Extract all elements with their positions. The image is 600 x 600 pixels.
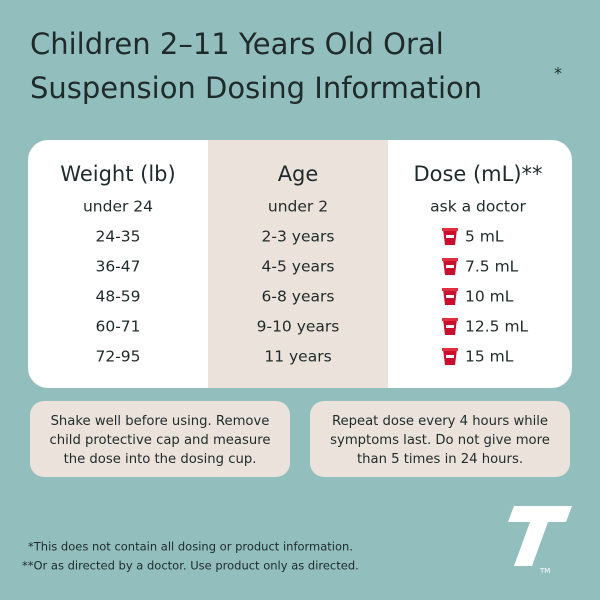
column-header: Weight (lb) [60, 162, 175, 186]
table-cell: 72-95 [95, 348, 140, 366]
table-cell: 60-71 [95, 318, 140, 336]
table-cell: under 2 [268, 198, 328, 216]
table-cell: 11 years [264, 348, 331, 366]
title-line: Children 2–11 Years Old Oral [30, 27, 444, 61]
table-cell: 6-8 years [262, 288, 335, 306]
table-cell: ask a doctor [430, 198, 526, 216]
cup-rim [442, 288, 458, 291]
title-mark: * [554, 64, 562, 83]
footnote: *This does not contain all dosing or pro… [28, 540, 353, 554]
cup-rim [442, 348, 458, 351]
dosing-cup-icon [442, 228, 458, 245]
cup-band [446, 325, 454, 328]
cup-band [446, 355, 454, 358]
cup-band [446, 235, 454, 238]
table-cell: 36-47 [95, 258, 140, 276]
age-column [208, 140, 388, 388]
column-header: Age [278, 162, 319, 186]
title-line: Suspension Dosing Information [30, 71, 482, 105]
column-header: Dose (mL)** [413, 162, 542, 186]
cup-band [446, 265, 454, 268]
dose-text: 7.5 mL [465, 258, 519, 276]
dosing-cup-icon [442, 318, 458, 335]
table-cell: 48-59 [95, 288, 140, 306]
dose-text: 12.5 mL [465, 318, 529, 336]
cup-band [446, 295, 454, 298]
footnote: **Or as directed by a doctor. Use produc… [22, 559, 359, 573]
table-body: Weight (lb) Age Dose (mL)** under 24 under 2… [60, 162, 542, 366]
cup-rim [442, 258, 458, 261]
note-line: symptoms last. Do not give more [330, 433, 550, 448]
table-cell: 2-3 years [262, 228, 335, 246]
dose-text: 10 mL [465, 288, 514, 306]
table-cell: under 24 [83, 198, 153, 216]
table-cell: 4-5 years [262, 258, 335, 276]
table-cell: 9-10 years [257, 318, 340, 336]
dosing-cup-icon [442, 348, 458, 365]
dose-text: 5 mL [465, 228, 504, 246]
logo-mark [508, 506, 572, 566]
cup-rim [442, 228, 458, 231]
note-line: Shake well before using. Remove [51, 414, 270, 429]
note-box [30, 401, 290, 477]
logo: TM [508, 506, 572, 575]
note-line: Repeat dose every 4 hours while [332, 414, 548, 429]
logo-trademark: TM [539, 567, 550, 575]
dosing-cup-icon [442, 288, 458, 305]
note-line: the dose into the dosing cup. [64, 452, 257, 467]
dose-text: 15 mL [465, 348, 514, 366]
note-line: child protective cap and measure [50, 433, 271, 448]
cup-rim [442, 318, 458, 321]
table-cell: 24-35 [95, 228, 140, 246]
note-line: than 5 times in 24 hours. [357, 452, 523, 467]
note-box [310, 401, 570, 477]
dosing-cup-icon [442, 258, 458, 275]
